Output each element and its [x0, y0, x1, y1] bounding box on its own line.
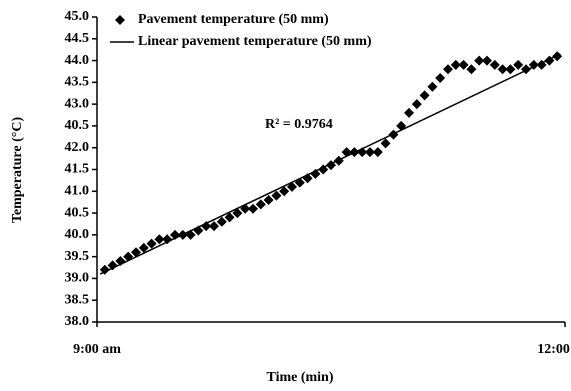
x-tick-label: 9:00 am	[73, 342, 121, 357]
legend-label: Pavement temperature (50 mm)	[138, 12, 329, 27]
data-point	[154, 234, 165, 245]
data-point	[263, 195, 274, 205]
data-point	[209, 221, 219, 232]
data-point	[497, 64, 508, 75]
trend-line	[99, 53, 561, 275]
data-point	[131, 247, 141, 258]
data-point	[427, 81, 438, 92]
data-point	[505, 64, 516, 75]
data-point	[216, 216, 227, 227]
y-tick-label: 39.0	[65, 271, 90, 286]
y-tick-label: 41.0	[65, 184, 90, 199]
data-point	[310, 168, 321, 179]
y-tick-label: 40.0	[65, 227, 90, 242]
y-tick-label: 44.5	[65, 31, 90, 46]
data-point	[232, 208, 243, 219]
data-point	[489, 59, 500, 70]
data-point	[138, 242, 149, 253]
y-tick-label: 38.0	[65, 314, 90, 329]
data-point	[435, 73, 446, 83]
data-point	[255, 199, 266, 210]
data-point	[536, 59, 547, 70]
data-point	[466, 64, 477, 75]
legend-marker	[115, 15, 125, 25]
y-tick-label: 42.0	[65, 140, 90, 155]
data-point	[513, 59, 524, 70]
y-tick-label: 38.5	[65, 292, 90, 307]
legend-label: Linear pavement temperature (50 mm)	[138, 34, 372, 49]
y-tick-label: 40.5	[65, 118, 90, 133]
data-point	[404, 107, 414, 118]
y-tick-label: 45.0	[65, 9, 90, 24]
data-point	[271, 190, 282, 201]
data-point	[443, 64, 453, 75]
x-tick-label: 12:00 pm	[537, 342, 571, 357]
data-point	[162, 234, 173, 245]
data-point	[474, 55, 485, 66]
data-point	[333, 155, 344, 166]
data-point	[287, 181, 297, 192]
data-point	[365, 147, 375, 158]
annotation: R² = 0.9764	[265, 117, 333, 132]
data-point	[224, 212, 235, 223]
data-point	[146, 238, 157, 249]
x-axis-label: Time (min)	[266, 370, 333, 385]
data-point	[411, 99, 422, 110]
y-tick-label: 44.0	[65, 53, 90, 68]
y-tick-label: 43.5	[65, 75, 90, 90]
data-point	[248, 203, 258, 214]
data-point	[380, 138, 391, 149]
y-tick-label: 43.0	[65, 96, 90, 111]
data-point	[279, 186, 290, 197]
data-point	[482, 55, 492, 66]
data-point	[201, 221, 212, 232]
data-point	[458, 59, 469, 70]
y-axis-label: Temperature (°C)	[10, 117, 25, 224]
data-point	[419, 90, 430, 101]
data-point	[107, 260, 118, 271]
y-tick-label: 39.5	[65, 249, 90, 264]
data-point	[450, 59, 461, 70]
y-tick-label: 41.5	[65, 162, 90, 177]
y-tick-label: 40.5	[65, 205, 90, 220]
data-point	[372, 147, 383, 158]
